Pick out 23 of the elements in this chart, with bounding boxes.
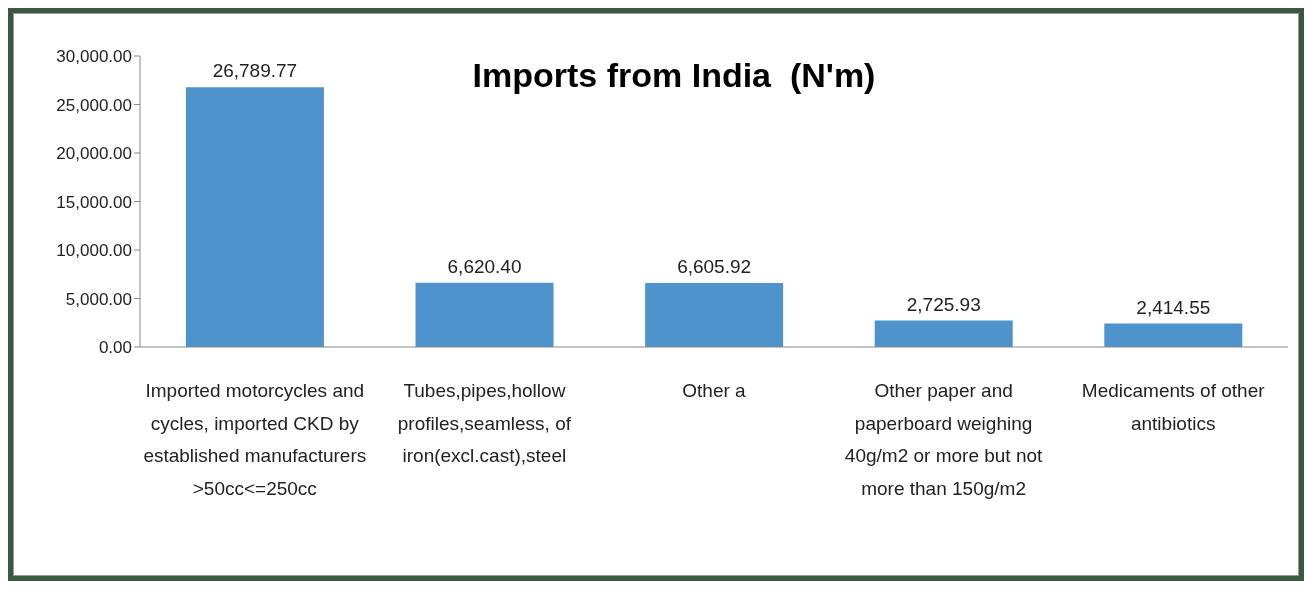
- x-tick-label: Other a: [681, 379, 747, 403]
- data-label: 2,725.93: [906, 293, 981, 315]
- x-tick-label: Imported motorcycles and cycles, imported CKD by established manufacturers >50cc<=250cc: [142, 379, 367, 501]
- y-tick-label: 30,000.00: [56, 47, 132, 67]
- x-tick-label: Medicaments of other antibiotics: [1080, 379, 1266, 436]
- data-label: 6,605.92: [677, 255, 752, 277]
- chart-title: Imports from India (N'm): [471, 56, 877, 95]
- data-label: 26,789.77: [212, 60, 298, 82]
- bar: [1104, 323, 1243, 347]
- y-tick-label: 5,000.00: [65, 289, 132, 309]
- y-tick-label: 15,000.00: [56, 192, 132, 212]
- y-tick-label: 20,000.00: [56, 144, 132, 164]
- data-label: 6,620.40: [447, 255, 522, 277]
- data-label: 2,414.55: [1136, 296, 1211, 318]
- x-tick-label: Other paper and paperboard weighing 40g/m2 or more but not more than 150g/m2: [843, 379, 1044, 501]
- bar: [645, 282, 784, 347]
- bar: [185, 87, 324, 347]
- x-tick-label: Tubes,pipes,hollow profiles,seamless, of iron(excl.cast),steel: [396, 379, 572, 468]
- bar: [874, 320, 1013, 347]
- y-tick-label: 0.00: [98, 338, 132, 358]
- y-tick-label: 10,000.00: [56, 241, 132, 261]
- y-tick-label: 25,000.00: [56, 95, 132, 115]
- bar: [415, 282, 554, 347]
